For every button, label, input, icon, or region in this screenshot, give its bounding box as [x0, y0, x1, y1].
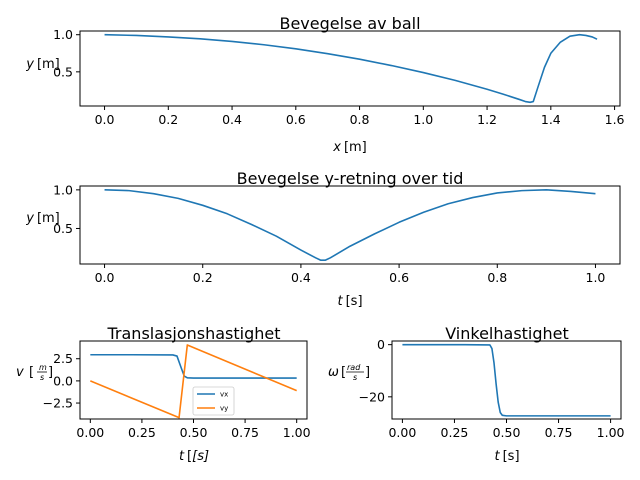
legend: vx vy [192, 386, 235, 416]
chart-title: Translasjonshastighet [107, 324, 281, 343]
x-tick-label: 1.00 [283, 425, 311, 440]
legend-label-vy: vy [220, 405, 228, 413]
y-tick-label: 1.0 [53, 182, 73, 197]
y-tick-label: 0.0 [53, 373, 73, 388]
x-tick-label: 0.4 [222, 112, 242, 127]
series-line-0 [104, 33, 598, 104]
x-tick-label: 1.6 [605, 112, 625, 127]
x-tick-label: 0.00 [76, 425, 104, 440]
svg-text:v: v [16, 365, 24, 380]
x-tick-label: 0.0 [95, 112, 115, 127]
x-tick-label: 1.2 [477, 112, 497, 127]
x-tick-label: 0.75 [545, 425, 573, 440]
series-line-vy [90, 344, 297, 419]
x-axis-label: x [m] [332, 140, 367, 155]
y-tick-label: 1.0 [53, 27, 73, 42]
series-line-0 [104, 189, 596, 261]
x-tick-label: 0.25 [128, 425, 156, 440]
x-tick-label: 1.4 [541, 112, 561, 127]
y-axis-label: ω [ rad s ] [328, 363, 370, 382]
svg-text:[: [ [341, 365, 346, 380]
x-axis-label: t [[s] [179, 449, 209, 464]
x-tick-label: 0.50 [493, 425, 521, 440]
x-tick-label: 0.6 [286, 112, 306, 127]
x-tick-label: 0.2 [193, 270, 213, 285]
svg-text:m: m [39, 363, 47, 372]
panel-y-over-time: Bevegelse y-retning over tid t [s] y [m] 0… [25, 169, 621, 309]
y-axis-label: v [ m s ] [16, 363, 53, 382]
svg-text:[: [ [29, 365, 34, 380]
svg-text:]: ] [48, 365, 53, 380]
y-tick-label: 0 [377, 337, 385, 352]
svg-text:ω: ω [328, 365, 339, 380]
y-tick-label: 0.5 [53, 64, 73, 79]
x-tick-label: 0.00 [388, 425, 416, 440]
x-tick-label: 0.8 [487, 270, 507, 285]
panel-ball-motion: Bevegelse av ball x [m] y [m] 0.0 0.2 0.4 0.6… [25, 14, 624, 155]
x-tick-label: 1.00 [597, 425, 625, 440]
svg-text:]: ] [365, 365, 370, 380]
chart-title: Bevegelse av ball [279, 14, 420, 33]
y-axis-label: y [m] [25, 211, 60, 226]
panel-angular-velocity: Vinkelhastighet t [s] ω [ rad s ] 0.00 0.2… [328, 324, 625, 464]
plot-frame [391, 340, 622, 420]
svg-text:s: s [40, 373, 44, 382]
y-tick-label: 2.5 [53, 351, 73, 366]
chart-title: Bevegelse y-retning over tid [237, 169, 464, 188]
plot-frame [79, 30, 621, 107]
x-tick-label: 0.4 [291, 270, 311, 285]
x-tick-label: 0.75 [231, 425, 259, 440]
x-tick-label: 0.2 [158, 112, 178, 127]
y-tick-label: 0.5 [53, 221, 73, 236]
x-tick-label: 0.8 [350, 112, 370, 127]
svg-text:s: s [353, 373, 357, 382]
x-tick-label: 1.0 [586, 270, 606, 285]
y-tick-label: −20 [359, 389, 385, 404]
chart-title: Vinkelhastighet [445, 324, 569, 343]
x-tick-label: 0.6 [389, 270, 409, 285]
x-tick-label: 0.25 [441, 425, 469, 440]
series-line-0 [402, 343, 611, 417]
plot-frame [79, 185, 621, 265]
x-axis-label: t [s] [337, 294, 362, 309]
x-tick-label: 1.0 [413, 112, 433, 127]
x-axis-label: t [s] [494, 449, 519, 464]
x-tick-label: 0.50 [180, 425, 208, 440]
y-axis-label: y [m] [25, 57, 60, 72]
x-tick-label: 0.0 [95, 270, 115, 285]
panel-translational-velocity: Translasjonshastighet t [[s] v [ m s ] 0.… [16, 324, 311, 464]
series-line-vx [90, 353, 297, 379]
y-tick-label: −2.5 [43, 396, 73, 411]
svg-text:rad: rad [347, 363, 361, 372]
legend-label-vx: vx [220, 391, 228, 399]
